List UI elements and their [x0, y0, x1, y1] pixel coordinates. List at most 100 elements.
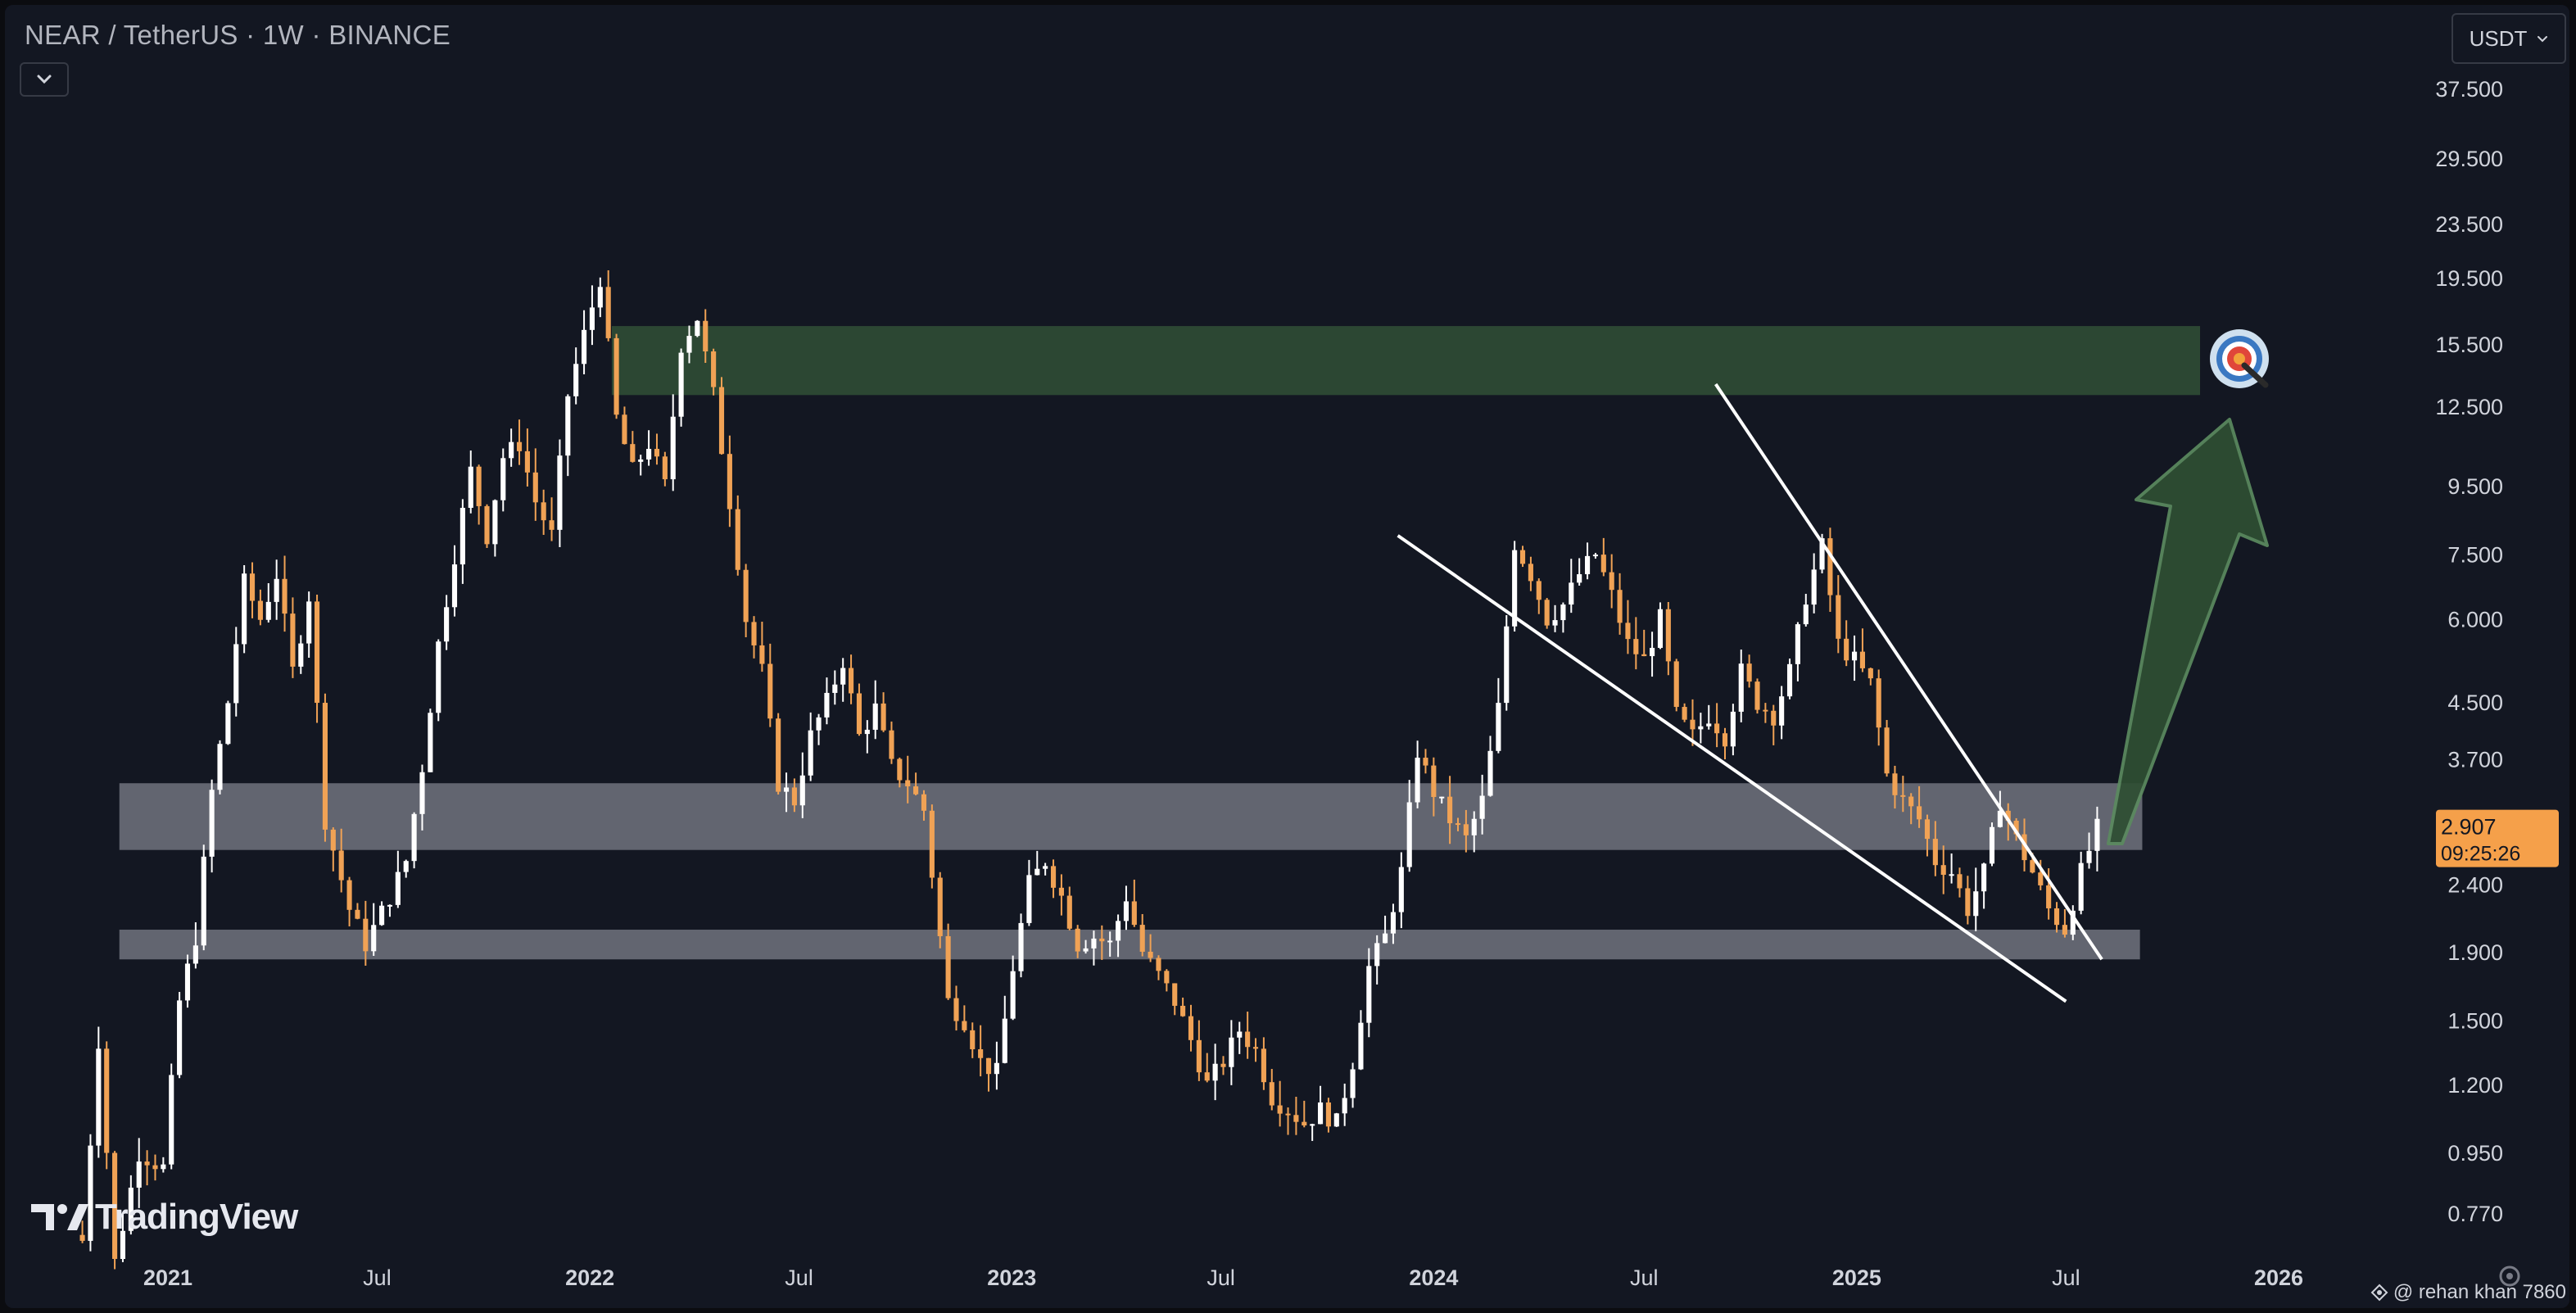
zone-support[interactable] — [119, 930, 2140, 960]
candle[interactable] — [120, 1214, 126, 1262]
candle[interactable] — [330, 827, 336, 872]
symbol-title[interactable]: NEAR / TetherUS · 1W · BINANCE — [25, 20, 451, 50]
candle[interactable] — [1302, 1100, 1307, 1128]
candle[interactable] — [1650, 632, 1655, 677]
candle[interactable] — [1884, 720, 1890, 777]
candle[interactable] — [298, 635, 304, 674]
candle[interactable] — [581, 310, 587, 374]
candle[interactable] — [646, 430, 652, 466]
candle[interactable] — [1333, 1112, 1339, 1127]
candle[interactable] — [1116, 914, 1121, 958]
candle[interactable] — [177, 992, 183, 1079]
candle[interactable] — [1552, 604, 1558, 632]
candle[interactable] — [832, 670, 838, 705]
candle[interactable] — [1867, 668, 1873, 686]
candle[interactable] — [622, 406, 627, 445]
candle[interactable] — [2038, 859, 2044, 890]
candle[interactable] — [1139, 913, 1145, 957]
candle[interactable] — [1528, 556, 1533, 591]
candle[interactable] — [1002, 995, 1007, 1064]
candle[interactable] — [1504, 614, 1510, 711]
candle[interactable] — [144, 1150, 150, 1186]
candle[interactable] — [1148, 934, 1153, 962]
candle[interactable] — [1342, 1083, 1347, 1126]
candle[interactable] — [1204, 1053, 1210, 1083]
candle[interactable] — [1690, 699, 1695, 746]
candle[interactable] — [849, 654, 854, 704]
candle[interactable] — [1633, 617, 1639, 670]
candle[interactable] — [727, 435, 732, 527]
candle[interactable] — [2070, 905, 2076, 940]
candle[interactable] — [962, 1005, 967, 1033]
candle[interactable] — [1738, 649, 1744, 722]
candle[interactable] — [509, 428, 514, 467]
candle[interactable] — [460, 499, 465, 584]
candle[interactable] — [201, 844, 206, 951]
candle[interactable] — [88, 1134, 93, 1252]
candle[interactable] — [184, 954, 191, 1008]
candle[interactable] — [759, 622, 765, 672]
candle[interactable] — [1366, 948, 1372, 1038]
collapse-button[interactable] — [20, 62, 69, 97]
candle[interactable] — [1577, 558, 1582, 586]
candle[interactable] — [322, 693, 328, 842]
candle[interactable] — [921, 790, 927, 821]
candle[interactable] — [1924, 814, 1931, 857]
candle[interactable] — [1844, 620, 1849, 667]
candle[interactable] — [1625, 600, 1631, 654]
currency-selector[interactable]: USDT — [2452, 13, 2566, 64]
candle[interactable] — [1390, 903, 1397, 944]
candle[interactable] — [718, 377, 725, 455]
candle[interactable] — [1859, 628, 1866, 672]
candle[interactable] — [428, 709, 433, 772]
candle[interactable] — [1050, 859, 1057, 899]
candle[interactable] — [128, 1175, 134, 1235]
candle[interactable] — [1957, 867, 1963, 898]
candle[interactable] — [751, 616, 757, 659]
candle[interactable] — [444, 595, 450, 650]
candle[interactable] — [1722, 727, 1728, 760]
candle[interactable] — [816, 713, 822, 745]
candle[interactable] — [1083, 939, 1089, 954]
candle[interactable] — [1212, 1044, 1218, 1101]
candle[interactable] — [1544, 598, 1550, 629]
candle[interactable] — [929, 804, 935, 889]
candle[interactable] — [371, 903, 377, 957]
candle[interactable] — [541, 489, 546, 535]
candle[interactable] — [654, 433, 660, 465]
candle[interactable] — [791, 778, 797, 813]
candle[interactable] — [799, 752, 805, 818]
candle[interactable] — [913, 772, 919, 796]
candle[interactable] — [411, 812, 417, 869]
candle[interactable] — [104, 1041, 110, 1170]
candle[interactable] — [1569, 559, 1574, 613]
candle[interactable] — [1811, 553, 1817, 613]
candle[interactable] — [1156, 955, 1161, 980]
candle[interactable] — [605, 269, 611, 342]
candle[interactable] — [314, 594, 320, 723]
candle[interactable] — [152, 1154, 158, 1181]
candle[interactable] — [613, 333, 619, 419]
candle[interactable] — [565, 394, 571, 477]
candle[interactable] — [1099, 925, 1105, 960]
candle[interactable] — [557, 439, 563, 547]
candle[interactable] — [905, 755, 911, 804]
candle[interactable] — [945, 923, 951, 1000]
candle[interactable] — [265, 583, 271, 623]
candle[interactable] — [670, 394, 676, 491]
candle[interactable] — [589, 285, 595, 346]
candle[interactable] — [824, 677, 830, 725]
candle[interactable] — [379, 901, 385, 926]
candle[interactable] — [355, 903, 360, 920]
candle[interactable] — [735, 495, 740, 576]
candle[interactable] — [1463, 809, 1469, 853]
candle[interactable] — [524, 428, 530, 487]
candle[interactable] — [1536, 578, 1542, 614]
candle[interactable] — [1519, 546, 1526, 568]
candle[interactable] — [1415, 740, 1420, 808]
candle[interactable] — [306, 591, 312, 658]
candle[interactable] — [217, 740, 223, 795]
candle[interactable] — [436, 639, 441, 722]
candle[interactable] — [225, 700, 231, 745]
candle[interactable] — [1237, 1021, 1243, 1054]
